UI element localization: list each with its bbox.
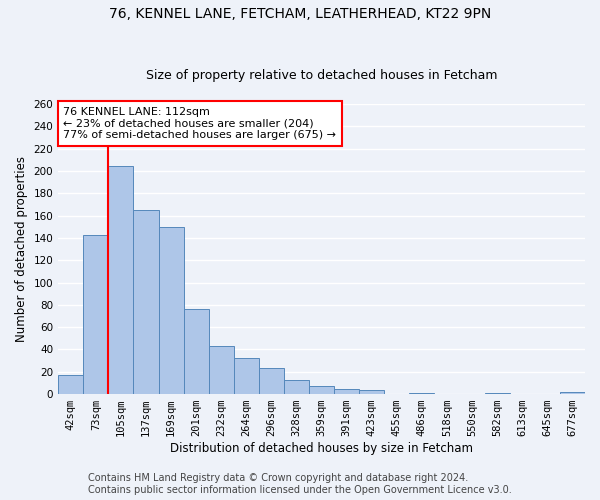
Bar [58, 375, 83, 394]
Bar [309, 386, 334, 394]
Bar [109, 166, 133, 394]
Text: 76, KENNEL LANE, FETCHAM, LEATHERHEAD, KT22 9PN: 76, KENNEL LANE, FETCHAM, LEATHERHEAD, K… [109, 8, 491, 22]
Title: Size of property relative to detached houses in Fetcham: Size of property relative to detached ho… [146, 69, 497, 82]
Bar [133, 210, 158, 394]
Bar [184, 310, 209, 394]
Bar [209, 346, 234, 394]
Text: Contains HM Land Registry data © Crown copyright and database right 2024.
Contai: Contains HM Land Registry data © Crown c… [88, 474, 512, 495]
Bar [158, 226, 184, 394]
Bar [359, 390, 385, 394]
Bar [259, 368, 284, 394]
Bar [409, 393, 434, 394]
Text: 76 KENNEL LANE: 112sqm
← 23% of detached houses are smaller (204)
77% of semi-de: 76 KENNEL LANE: 112sqm ← 23% of detached… [64, 107, 337, 140]
Bar [560, 392, 585, 394]
Bar [284, 380, 309, 394]
X-axis label: Distribution of detached houses by size in Fetcham: Distribution of detached houses by size … [170, 442, 473, 455]
Bar [485, 393, 510, 394]
Bar [234, 358, 259, 394]
Y-axis label: Number of detached properties: Number of detached properties [15, 156, 28, 342]
Bar [334, 388, 359, 394]
Bar [83, 234, 109, 394]
